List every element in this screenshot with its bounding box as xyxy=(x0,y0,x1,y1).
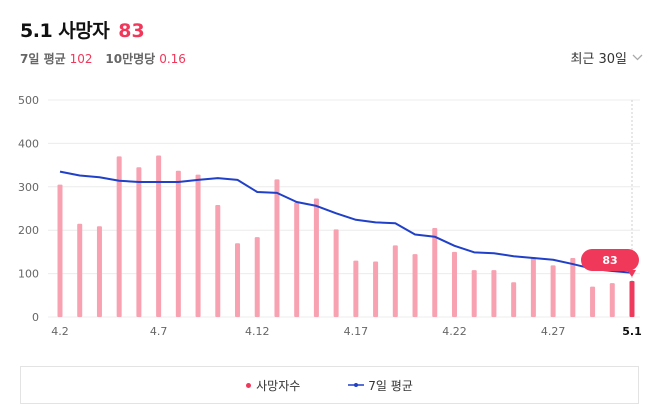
bar-4.11[interactable] xyxy=(235,243,241,317)
y-tick-label: 400 xyxy=(18,137,39,150)
bar-4.20[interactable] xyxy=(412,254,418,317)
bar-4.21[interactable] xyxy=(432,228,438,317)
period-label: 최근 30일 xyxy=(570,52,627,67)
bar-4.24[interactable] xyxy=(491,270,497,317)
bar-4.30[interactable] xyxy=(609,283,615,317)
per100k-value: 0.16 xyxy=(159,52,186,66)
average-line xyxy=(59,170,633,274)
x-tick-label: 4.22 xyxy=(442,325,467,338)
bar-4.27[interactable] xyxy=(550,265,556,317)
page-title: 5.1 사망자 xyxy=(20,20,110,42)
chevron-down-icon xyxy=(632,54,643,61)
bar-4.4[interactable] xyxy=(96,226,102,317)
x-tick-label: 4.2 xyxy=(51,325,69,338)
annotation-bubble xyxy=(581,249,639,271)
bar-4.2[interactable] xyxy=(57,184,63,317)
period-dropdown[interactable]: 최근 30일 xyxy=(570,48,643,67)
bar-4.22[interactable] xyxy=(451,251,457,317)
y-axis-ticks: 0 100 200 300 400 500 xyxy=(18,94,39,324)
bar-4.3[interactable] xyxy=(77,223,83,317)
bar-4.19[interactable] xyxy=(392,245,398,317)
legend-average-label: 7일 평균 xyxy=(368,378,413,393)
bar-4.9[interactable] xyxy=(195,174,201,317)
y-tick-label: 200 xyxy=(18,224,39,237)
avg-value: 102 xyxy=(69,52,93,66)
bar-4.18[interactable] xyxy=(373,261,379,317)
bar-4.7[interactable] xyxy=(156,155,162,317)
bar-4.26[interactable] xyxy=(530,257,536,317)
y-tick-label: 300 xyxy=(18,181,39,194)
legend-item-average[interactable]: 7일 평균 xyxy=(348,377,413,394)
x-tick-label: 4.12 xyxy=(245,325,270,338)
grid xyxy=(48,99,640,318)
bar-4.23[interactable] xyxy=(471,270,477,317)
y-tick-label: 0 xyxy=(32,311,39,324)
legend-deaths-label: 사망자수 xyxy=(256,378,301,393)
bar-4.10[interactable] xyxy=(215,205,221,317)
avg-label: 7일 평균 xyxy=(20,52,66,66)
summary-stats: 7일 평균 102 10만명당 0.16 xyxy=(20,50,195,67)
bar-4.8[interactable] xyxy=(175,170,181,317)
bar-4.17[interactable] xyxy=(353,260,359,317)
deaths-bars xyxy=(57,155,635,317)
bar-4.12[interactable] xyxy=(254,237,260,317)
bar-4.6[interactable] xyxy=(136,167,142,317)
x-tick-label: 4.27 xyxy=(541,325,566,338)
x-tick-label: 4.7 xyxy=(150,325,168,338)
chart-header: 5.1 사망자 83 xyxy=(20,16,145,43)
average-line-path xyxy=(59,170,633,274)
bar-4.28[interactable] xyxy=(570,257,576,317)
annotation-label: 83 xyxy=(602,254,617,267)
bar-4.16[interactable] xyxy=(333,229,339,317)
legend-dot-icon xyxy=(246,382,252,388)
annotation-pointer xyxy=(627,270,636,277)
x-tick-label: 4.17 xyxy=(344,325,369,338)
latest-annotation: 83 xyxy=(581,249,639,277)
y-tick-label: 100 xyxy=(18,268,39,281)
bar-4.14[interactable] xyxy=(294,202,300,317)
bar-4.5[interactable] xyxy=(116,156,122,317)
bar-4.13[interactable] xyxy=(274,179,280,317)
legend-item-deaths[interactable]: 사망자수 xyxy=(246,377,300,394)
x-axis-ticks: 4.2 4.7 4.12 4.17 4.22 4.27 5.1 xyxy=(51,325,642,338)
per100k-label: 10만명당 xyxy=(105,52,156,66)
bar-5.1[interactable] xyxy=(629,280,635,317)
title-value: 83 xyxy=(118,20,145,42)
y-tick-label: 500 xyxy=(18,94,39,107)
bar-4.25[interactable] xyxy=(511,282,517,317)
bar-4.29[interactable] xyxy=(590,286,596,317)
bar-4.15[interactable] xyxy=(313,198,319,317)
deaths-chart: 0 100 200 300 400 500 4.2 4.7 4.12 4.17 4.22 4.27 5… xyxy=(18,94,642,338)
legend-line-icon xyxy=(348,383,365,387)
x-tick-label: 5.1 xyxy=(622,325,642,338)
chart-legend: 사망자수 7일 평균 xyxy=(20,366,639,404)
